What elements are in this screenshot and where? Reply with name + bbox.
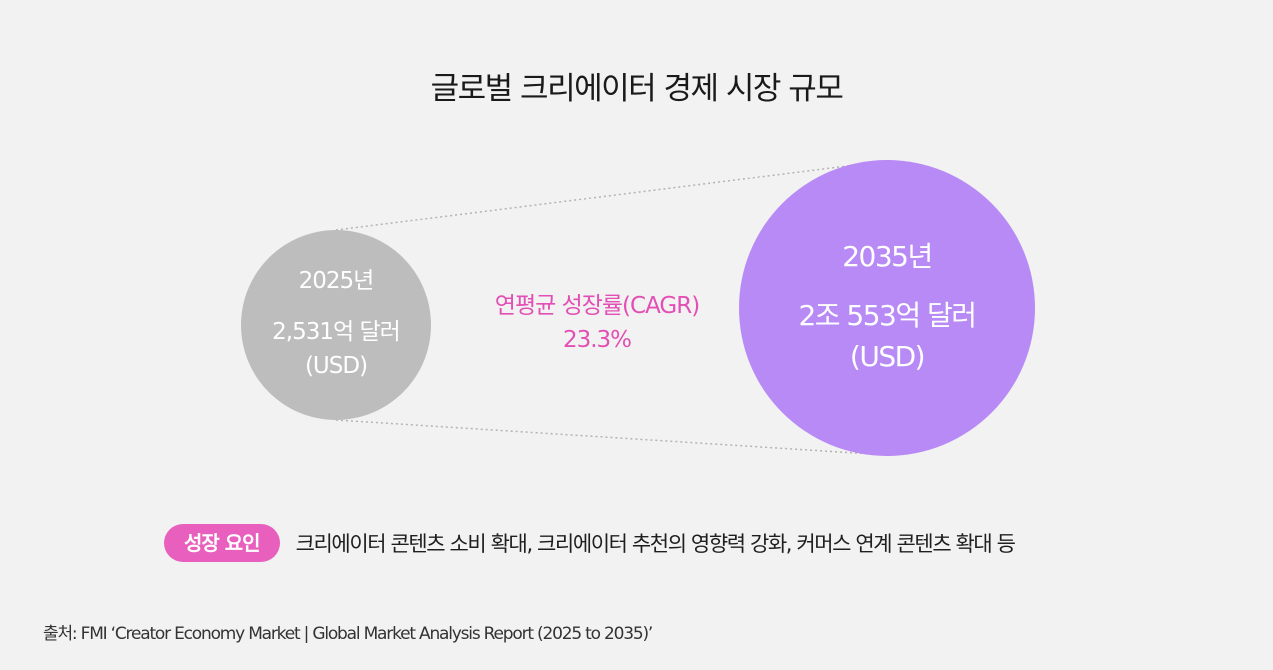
growth-factors-badge: 성장 요인: [164, 524, 280, 562]
growth-factors-text: 크리에이터 콘텐츠 소비 확대, 크리에이터 추천의 영향력 강화, 커머스 연…: [295, 532, 1016, 556]
end-amount-line2: (USD): [849, 340, 926, 373]
page-title: 글로벌 크리에이터 경제 시장 규모: [430, 71, 844, 107]
end-amount-line1: 2조 553억 달러: [798, 299, 977, 332]
growth-factors-row: 성장 요인 크리에이터 콘텐츠 소비 확대, 크리에이터 추천의 영향력 강화,…: [164, 524, 1016, 562]
market-2035-circle: 2035년 2조 553억 달러 (USD): [739, 160, 1035, 456]
connector-line-bottom: [335, 419, 888, 456]
cagr-value: 23.3%: [562, 327, 632, 353]
source-citation: 출처: FMI ‘Creator Economy Market | Global…: [43, 624, 653, 644]
start-year: 2025년: [298, 268, 375, 294]
end-year: 2035년: [842, 240, 933, 273]
start-amount-line1: 2,531억 달러: [272, 319, 401, 345]
cagr-label: 연평균 성장률(CAGR): [494, 293, 700, 319]
cagr-label-block: 연평균 성장률(CAGR) 23.3%: [472, 289, 722, 357]
market-2025-circle: 2025년 2,531억 달러 (USD): [241, 230, 431, 420]
start-amount-line2: (USD): [304, 353, 368, 379]
